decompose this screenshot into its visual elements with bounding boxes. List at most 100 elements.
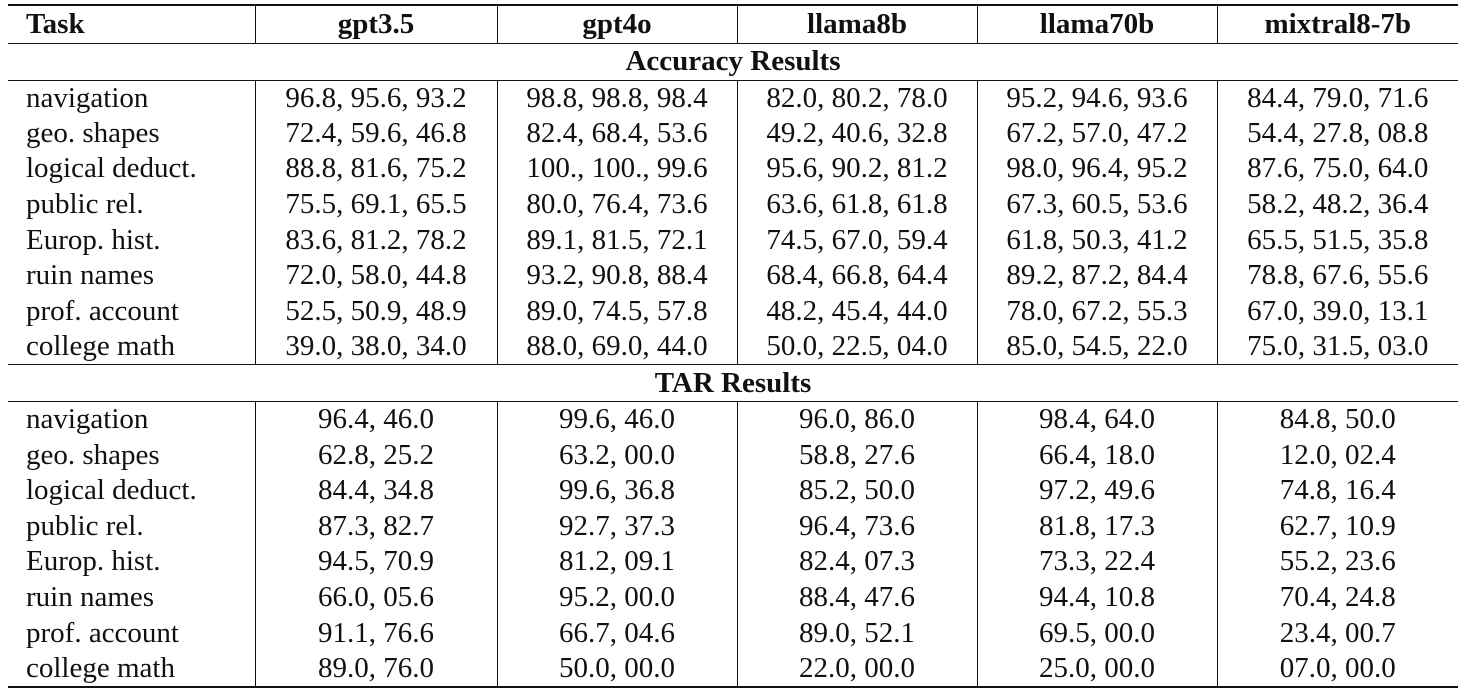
result-cell: 73.3, 22.4 [976,544,1217,580]
data-row: navigation 96.8, 95.6, 93.2 98.8, 98.8, 98… [8,80,1458,116]
result-cell: 85.2, 50.0 [736,472,977,509]
result-cell: 74.5, 67.0, 59.4 [736,222,977,258]
result-cell: 85.0, 54.5, 22.0 [976,329,1217,365]
result-cell: 78.0, 67.2, 55.3 [976,293,1217,330]
result-cell: 66.4, 18.0 [976,437,1217,473]
result-cell: 96.4, 73.6 [736,508,977,545]
result-cell: 72.0, 58.0, 44.8 [254,257,497,294]
result-cell: 96.0, 86.0 [736,401,977,438]
result-cell: 81.8, 17.3 [976,508,1217,545]
result-cell: 87.6, 75.0, 64.0 [1216,151,1458,187]
result-cell: 97.2, 49.6 [976,472,1217,509]
column-header: mixtral8-7b [1216,5,1458,43]
result-cell: 61.8, 50.3, 41.2 [976,222,1217,258]
task-name: geo. shapes [26,116,160,149]
header-row: Task gpt3.5 gpt4o llama8b llama70b mixtral8-7… [8,5,1458,43]
result-cell: 82.4, 68.4, 53.6 [496,115,737,152]
result-cell: 58.8, 27.6 [736,437,977,473]
result-cell: 88.8, 81.6, 75.2 [254,151,497,187]
data-row: geo. shapes 62.8, 25.2 63.2, 00.0 58.8, 27.… [8,437,1458,473]
result-cell: 100., 100., 99.6 [496,151,737,187]
task-name: Europ. hist. [26,223,161,256]
table-header: Task gpt3.5 gpt4o llama8b llama70b mixtral8-7… [8,5,1458,43]
result-cell: 66.0, 05.6 [254,579,497,616]
result-cell: 95.2, 94.6, 93.6 [976,80,1217,116]
data-row: college math 39.0, 38.0, 34.0 88.0, 69.0, … [8,329,1458,365]
result-cell: 66.7, 04.6 [496,615,737,651]
result-cell: 89.0, 74.5, 57.8 [496,293,737,330]
result-cell: 07.0, 00.0 [1216,650,1458,687]
result-cell: 84.8, 50.0 [1216,401,1458,438]
data-row: college math 89.0, 76.0 50.0, 00.0 22.0, 00… [8,650,1458,687]
result-cell: 39.0, 38.0, 34.0 [254,329,497,365]
result-cell: 63.6, 61.8, 61.8 [736,186,977,223]
result-cell: 81.2, 09.1 [496,544,737,580]
result-cell: 12.0, 02.4 [1216,437,1458,473]
column-header: llama8b [736,5,977,43]
data-row: Europ. hist. 83.6, 81.2, 78.2 89.1, 81.5, … [8,222,1458,258]
result-cell: 54.4, 27.8, 08.8 [1216,115,1458,152]
task-name: Europ. hist. [26,545,161,578]
result-cell: 23.4, 00.7 [1216,615,1458,651]
result-cell: 68.4, 66.8, 64.4 [736,257,977,294]
result-cell: 83.6, 81.2, 78.2 [254,222,497,258]
result-cell: 96.8, 95.6, 93.2 [254,80,497,116]
result-cell: 82.4, 07.3 [736,544,977,580]
result-cell: 88.0, 69.0, 44.0 [496,329,737,365]
task-name: public rel. [26,509,144,542]
task-name: college math [26,330,175,363]
data-row: Europ. hist. 94.5, 70.9 81.2, 09.1 82.4, 07… [8,544,1458,580]
task-name: logical deduct. [26,152,197,185]
result-cell: 50.0, 00.0 [496,650,737,687]
data-row: navigation 96.4, 46.0 99.6, 46.0 96.0, 86.0… [8,401,1458,438]
result-cell: 84.4, 79.0, 71.6 [1216,80,1458,116]
section-title: Accuracy Results [625,45,841,77]
result-cell: 52.5, 50.9, 48.9 [254,293,497,330]
result-cell: 75.5, 69.1, 65.5 [254,186,497,223]
task-name: logical deduct. [26,474,197,507]
result-cell: 49.2, 40.6, 32.8 [736,115,977,152]
result-cell: 94.4, 10.8 [976,579,1217,616]
result-cell: 92.7, 37.3 [496,508,737,545]
section-row: TAR Results [8,364,1458,402]
result-cell: 78.8, 67.6, 55.6 [1216,257,1458,294]
result-cell: 94.5, 70.9 [254,544,497,580]
section-title: TAR Results [654,366,812,399]
table-body: Accuracy Results navigation 96.8, 95.6, 93… [8,43,1458,687]
result-cell: 98.0, 96.4, 95.2 [976,151,1217,187]
result-cell: 22.0, 00.0 [736,650,977,687]
result-cell: 67.3, 60.5, 53.6 [976,186,1217,223]
task-name: navigation [26,81,149,114]
result-cell: 69.5, 00.0 [976,615,1217,651]
result-cell: 75.0, 31.5, 03.0 [1216,329,1458,365]
result-cell: 95.6, 90.2, 81.2 [736,151,977,187]
result-cell: 99.6, 36.8 [496,472,737,509]
result-cell: 70.4, 24.8 [1216,579,1458,616]
result-cell: 48.2, 45.4, 44.0 [736,293,977,330]
data-row: public rel. 75.5, 69.1, 65.5 80.0, 76.4, 7… [8,186,1458,223]
result-cell: 67.2, 57.0, 47.2 [976,115,1217,152]
result-cell: 25.0, 00.0 [976,650,1217,687]
result-cell: 72.4, 59.6, 46.8 [254,115,497,152]
task-name: geo. shapes [26,438,160,471]
result-cell: 50.0, 22.5, 04.0 [736,329,977,365]
result-cell: 95.2, 00.0 [496,579,737,616]
data-row: ruin names 72.0, 58.0, 44.8 93.2, 90.8, 88… [8,257,1458,294]
task-name: prof. account [26,616,179,649]
result-cell: 84.4, 34.8 [254,472,497,509]
result-cell: 80.0, 76.4, 73.6 [496,186,737,223]
data-row: ruin names 66.0, 05.6 95.2, 00.0 88.4, 47.6… [8,579,1458,616]
result-cell: 62.8, 25.2 [254,437,497,473]
result-cell: 89.0, 52.1 [736,615,977,651]
result-cell: 65.5, 51.5, 35.8 [1216,222,1458,258]
data-row: public rel. 87.3, 82.7 92.7, 37.3 96.4, 73.… [8,508,1458,545]
task-name: college math [26,651,175,684]
data-row: logical deduct. 88.8, 81.6, 75.2 100., 100… [8,151,1458,187]
result-cell: 89.2, 87.2, 84.4 [976,257,1217,294]
results-table: Task gpt3.5 gpt4o llama8b llama70b mixtral8-7… [8,4,1458,688]
column-header: gpt4o [496,5,737,43]
result-cell: 98.4, 64.0 [976,401,1217,438]
task-name: ruin names [26,581,155,614]
result-cell: 89.1, 81.5, 72.1 [496,222,737,258]
